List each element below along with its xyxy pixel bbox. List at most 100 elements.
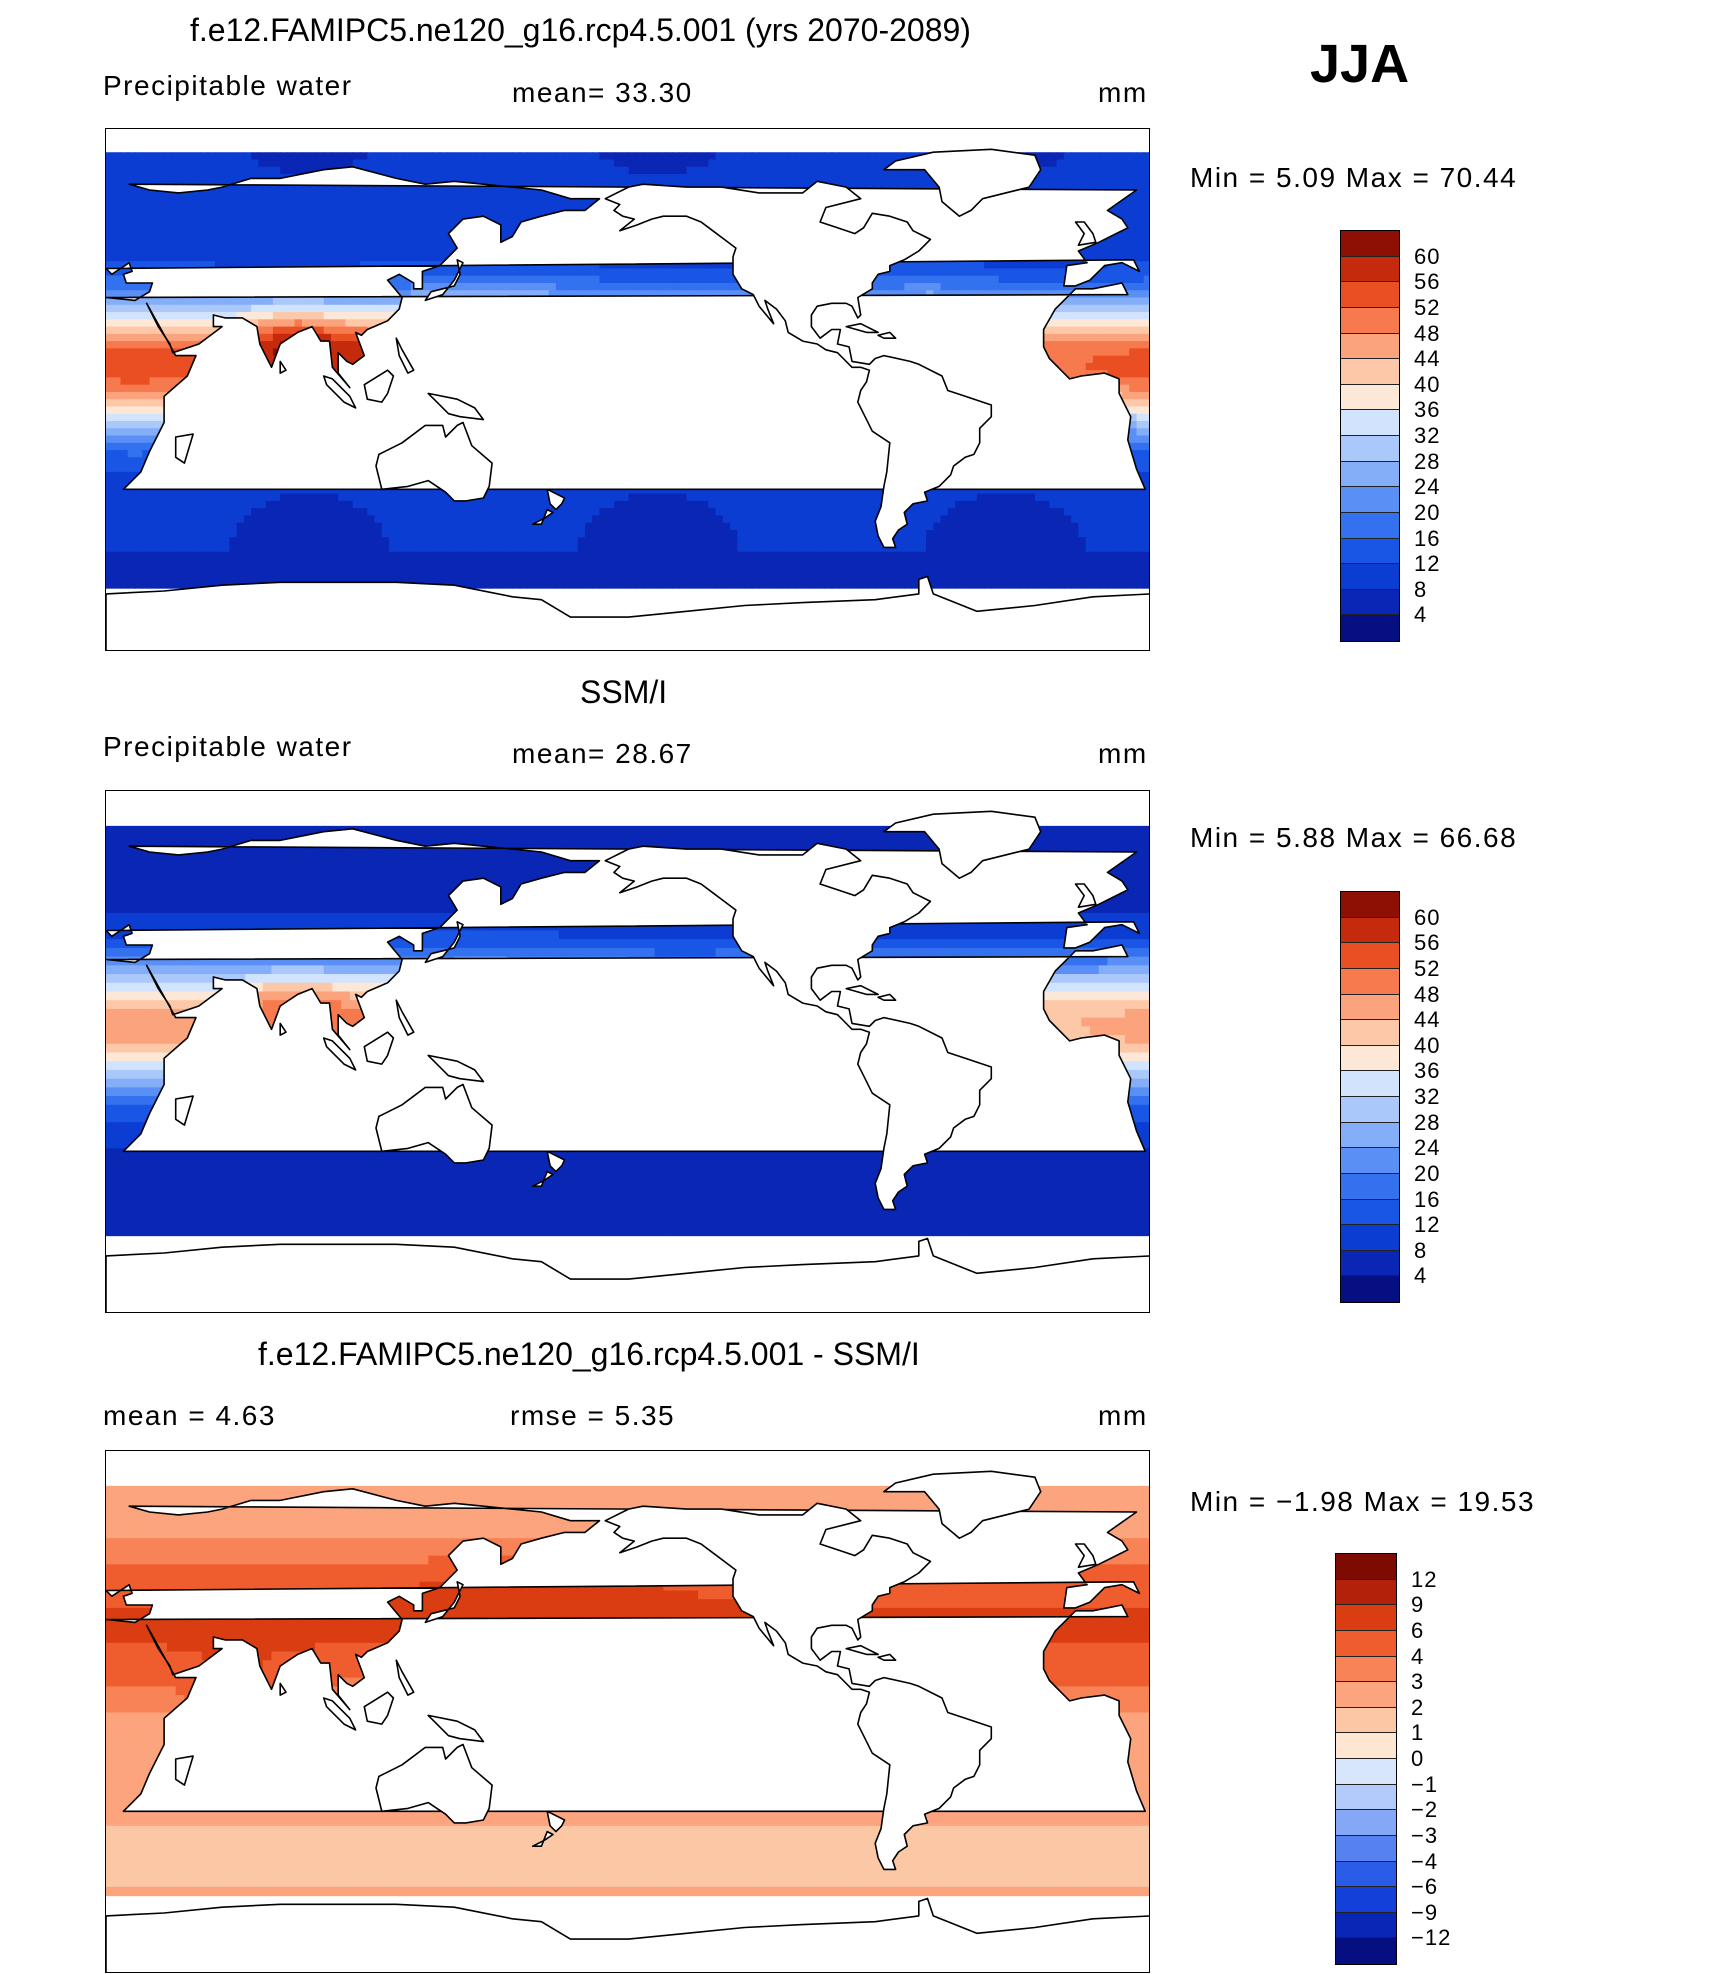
field-cell [359,246,368,255]
field-cell [759,166,767,175]
field-cell [352,224,361,233]
field-cell [897,174,905,182]
field-cell [512,203,521,211]
field-cell [367,195,376,204]
field-cell [570,195,579,204]
field-cell [548,282,557,291]
field-cell [156,188,165,197]
field-cell [686,275,695,284]
field-cell [1078,341,1087,349]
field-cell [505,210,513,219]
field-cell [1129,217,1138,226]
field-cell [512,166,521,175]
field-cell [1114,261,1123,270]
field-cell [1078,333,1087,342]
field-cell [1100,239,1109,248]
field-cell [1078,370,1087,379]
field-cell [497,224,506,233]
field-cell [613,282,622,291]
field-cell [439,282,448,291]
field-cell [860,174,869,182]
field-cell [708,159,717,168]
field-cell [1114,174,1123,182]
field-cell [432,253,441,262]
field-cell [207,239,216,248]
field-cell [541,275,550,284]
field-cell [127,312,136,320]
field-cell [135,370,143,379]
field-cell [272,333,281,342]
field-cell [222,304,230,313]
field-cell [454,166,463,175]
field-cell [106,246,114,255]
field-cell [1114,239,1123,248]
field-cell [214,159,223,168]
field-cell [396,166,405,175]
field-cell [352,152,361,161]
field-cell [272,246,281,255]
field-cell [708,290,717,299]
field-cell [984,290,992,299]
field-cell [1143,275,1149,284]
field-cell [272,224,281,233]
field-cell [490,152,499,161]
field-cell [301,297,310,306]
field-cell [243,297,252,306]
field-cell [330,159,339,168]
field-cell [795,159,804,168]
field-cell [149,355,158,364]
field-cell [679,282,688,291]
field-cell [541,152,550,161]
field-cell [222,174,230,182]
field-cell [1056,166,1065,175]
field-cell [106,362,114,371]
field-cell [526,210,535,219]
field-cell [425,195,434,204]
field-cell [628,166,637,175]
field-cell [1136,290,1145,299]
field-cell [483,290,492,299]
field-cell [643,174,651,182]
field-cell [120,362,129,371]
field-cell [780,166,789,175]
field-cell [106,174,114,182]
field-cell [294,217,303,226]
field-cell [555,203,564,211]
field-cell [200,333,209,342]
field-cell [106,224,114,233]
field-cell [904,282,913,291]
field-cell [410,152,419,161]
field-cell [1092,159,1101,168]
field-cell [142,224,151,233]
field-cell [838,174,847,182]
field-cell [911,268,920,277]
field-cell [1121,341,1130,349]
field-cell [497,159,506,168]
field-cell [120,377,129,386]
field-cell [106,355,114,364]
field-cell [236,297,245,306]
field-cell [243,232,252,241]
field-cell [135,282,143,291]
field-cell [251,203,259,211]
field-cell [505,166,513,175]
field-cell [476,275,484,284]
field-cell [454,188,463,197]
field-cell [156,384,165,393]
field-cell [838,181,847,190]
field-cell [468,282,477,291]
field-cell [156,217,165,226]
field-cell [606,268,615,277]
field-cell [744,181,753,190]
field-cell [490,159,499,168]
field-cell [403,232,412,241]
field-cell [359,253,368,262]
field-cell [272,210,281,219]
field-cell [418,232,426,241]
field-cell [265,341,274,349]
field-cell [918,282,927,291]
field-cell [164,384,172,393]
field-cell [621,282,630,291]
field-cell [1085,319,1094,328]
field-cell [171,210,180,219]
